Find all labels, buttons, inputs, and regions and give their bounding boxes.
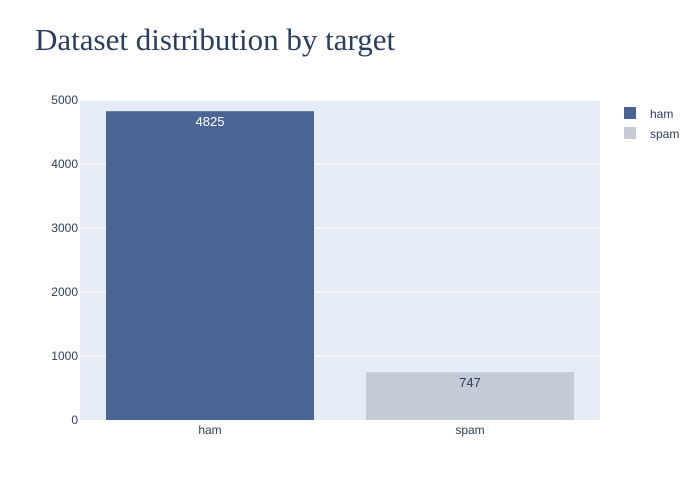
data-label-spam: 747 [459, 375, 481, 390]
bar-ham[interactable] [106, 111, 314, 420]
data-label-ham: 4825 [196, 114, 225, 129]
x-tick-label-ham: ham [198, 423, 221, 437]
legend[interactable]: ham spam [624, 107, 679, 141]
y-tick-label: 4000 [51, 157, 78, 171]
legend-label-spam: spam [650, 127, 679, 141]
y-tick-label: 2000 [51, 285, 78, 299]
y-tick-label: 3000 [51, 221, 78, 235]
bar-spam[interactable] [366, 372, 574, 420]
x-tick-label-spam: spam [455, 423, 484, 437]
chart-title: Dataset distribution by target [35, 22, 396, 57]
bars: 4825 747 [106, 111, 574, 420]
legend-item-spam[interactable]: spam [624, 127, 679, 141]
legend-label-ham: ham [650, 107, 673, 121]
y-axis: 0 1000 2000 3000 4000 5000 [51, 93, 78, 427]
y-tick-label: 1000 [51, 349, 78, 363]
legend-swatch-ham [624, 107, 636, 119]
legend-item-ham[interactable]: ham [624, 107, 673, 121]
y-tick-label: 5000 [51, 93, 78, 107]
legend-swatch-spam [624, 127, 636, 139]
x-axis: ham spam [198, 423, 484, 437]
y-tick-label: 0 [71, 413, 78, 427]
